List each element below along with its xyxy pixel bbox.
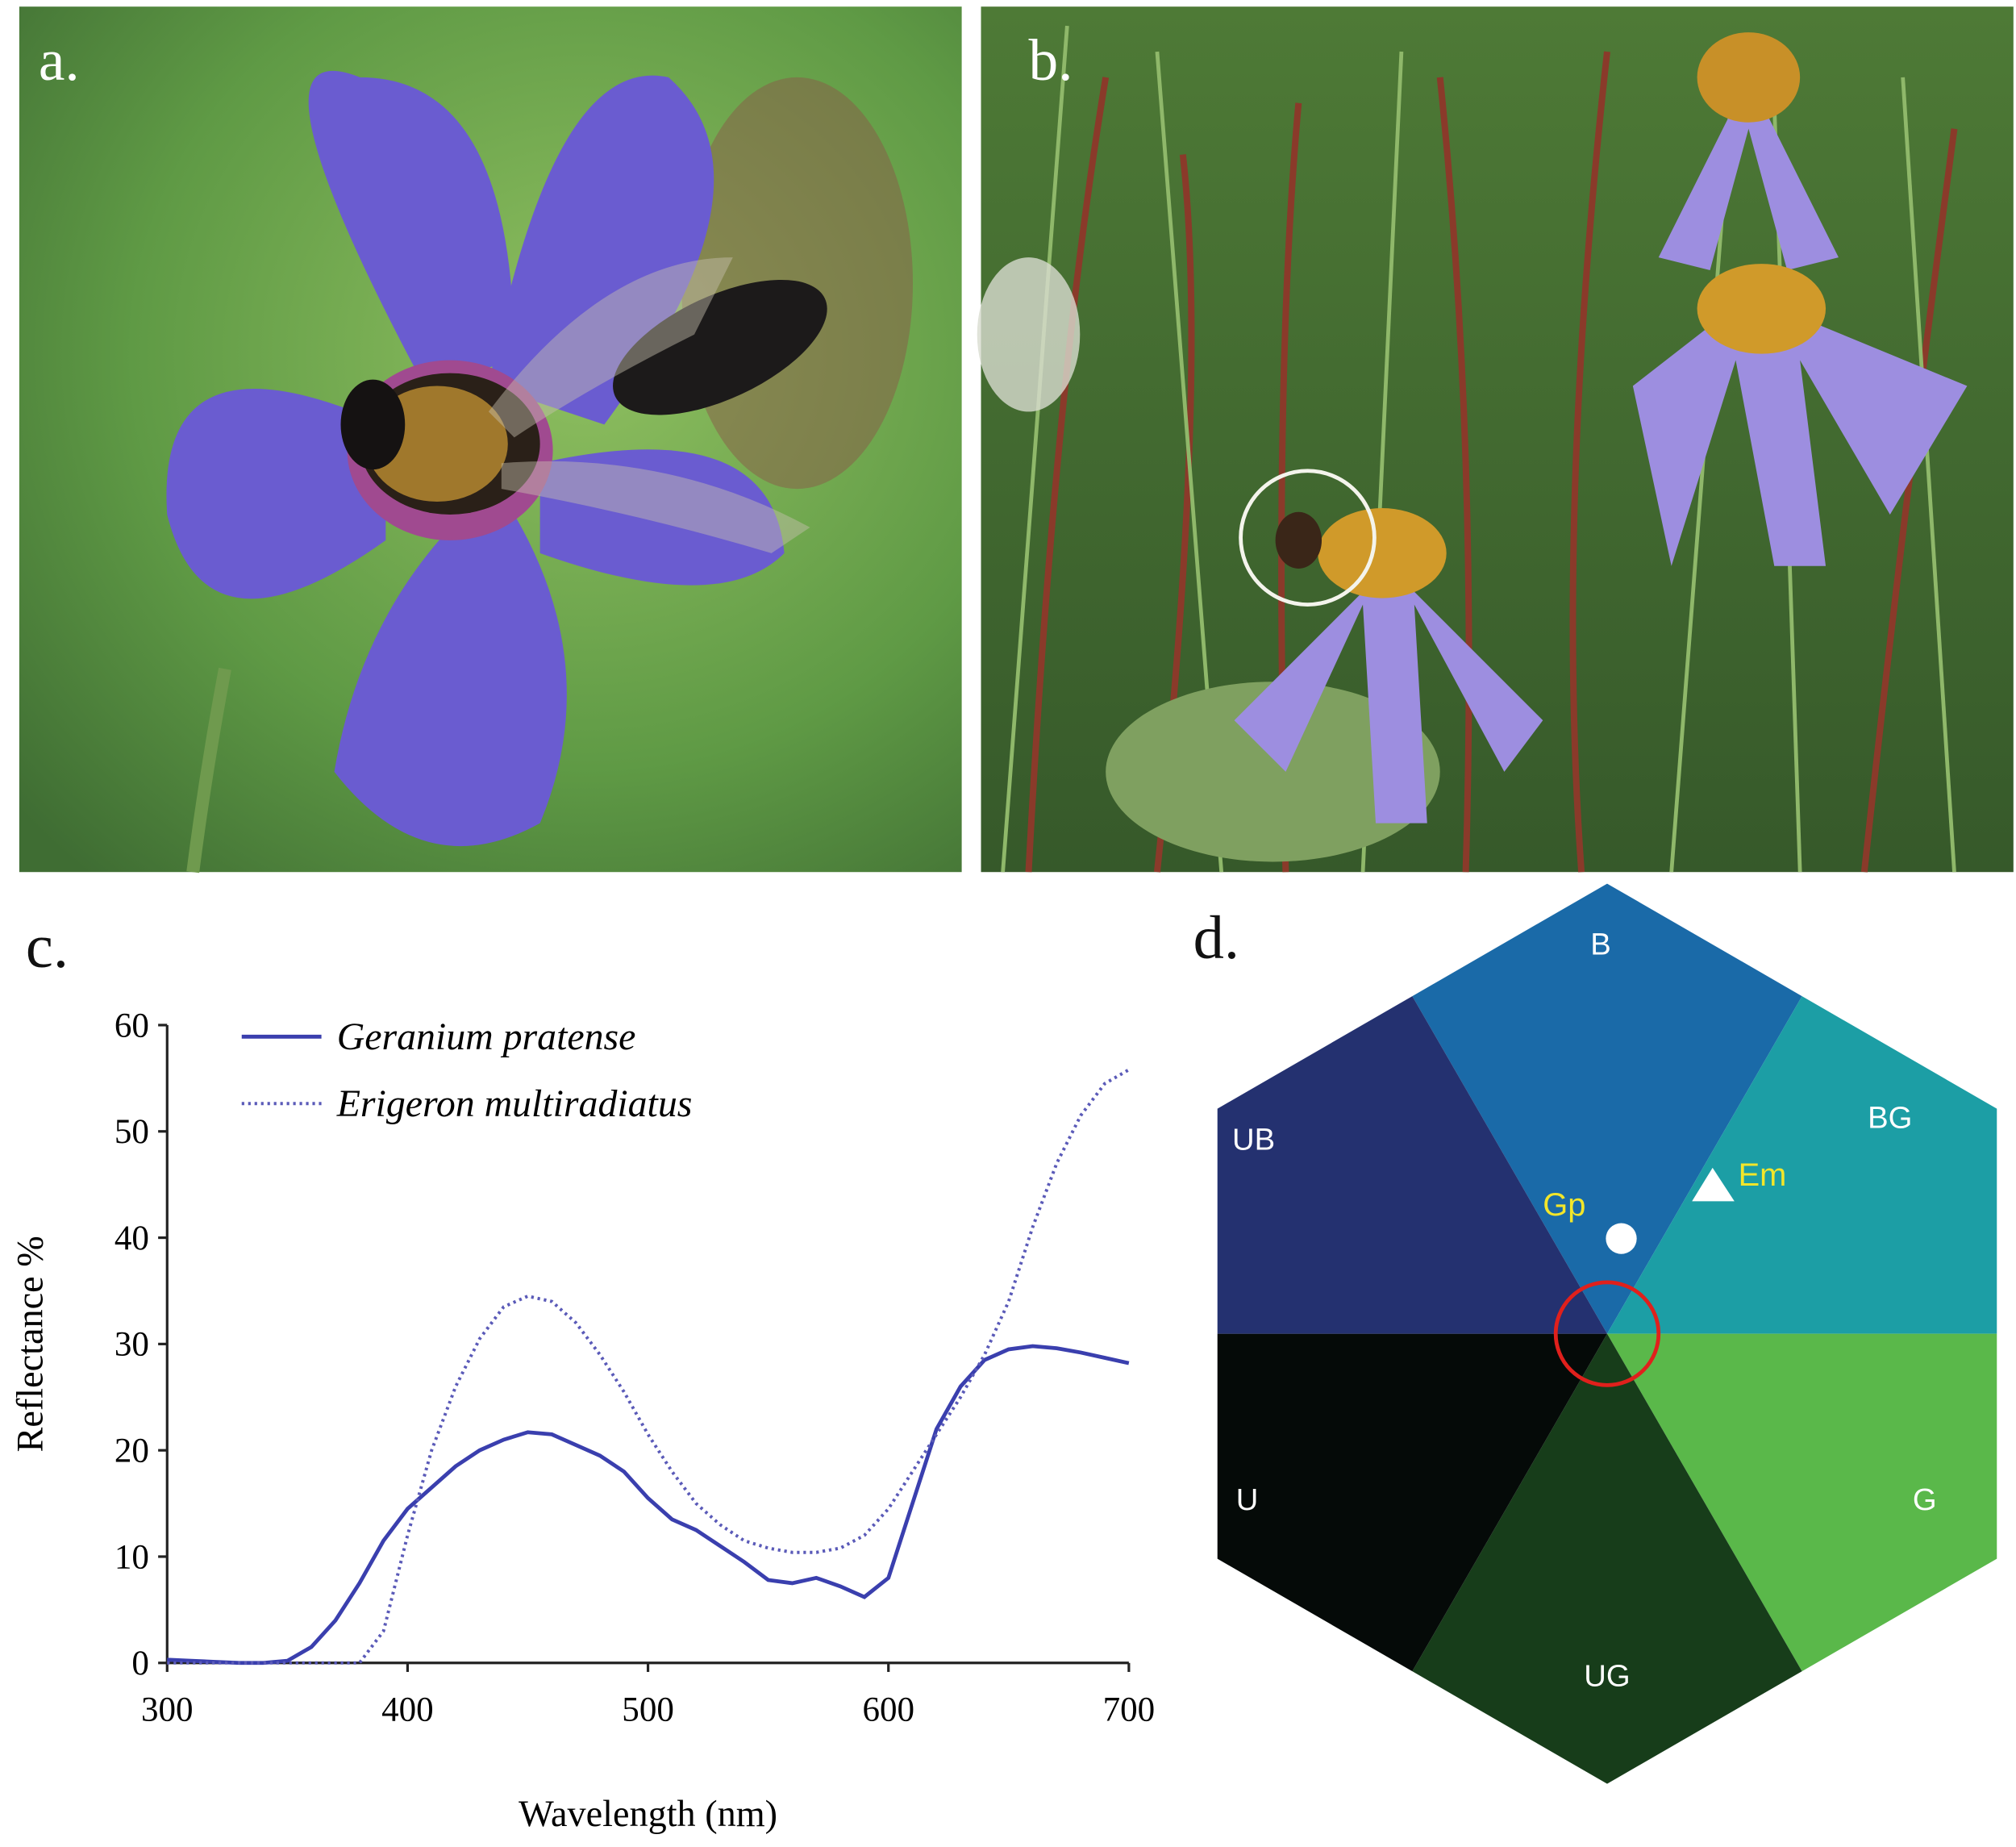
hex-region: [1412, 1333, 1802, 1784]
point-label: Gp: [1543, 1187, 1585, 1223]
region-label: G: [1913, 1482, 1937, 1517]
hex-region: [1606, 996, 1997, 1334]
legend-label: Erigeron multiradiatus: [336, 1082, 693, 1125]
photo-a: [19, 6, 962, 873]
region-label: BG: [1868, 1101, 1912, 1136]
hex-region: [1412, 883, 1802, 1334]
region-label: UB: [1232, 1123, 1275, 1157]
region-label: U: [1236, 1482, 1259, 1517]
panel-label: b.: [1029, 27, 1073, 93]
x-tick-label: 700: [1103, 1691, 1156, 1729]
panel-label: c.: [26, 912, 69, 981]
x-tick-label: 600: [862, 1691, 914, 1729]
x-tick-label: 400: [381, 1691, 434, 1729]
region-label: B: [1590, 927, 1611, 961]
y-tick-label: 60: [115, 1007, 149, 1044]
photo-b: [977, 6, 2014, 873]
legend-label: Geranium pratense: [337, 1015, 636, 1058]
y-axis-label: Reflectance %: [10, 1236, 51, 1452]
y-tick-label: 50: [115, 1113, 149, 1151]
x-tick-label: 500: [622, 1691, 674, 1729]
y-tick-label: 40: [115, 1220, 149, 1257]
series-line: [167, 1068, 1130, 1665]
point-label: Em: [1739, 1157, 1787, 1193]
color-hexagon: B BG G UG U UB Gp Em: [1217, 883, 1997, 1784]
hex-region: [1217, 1333, 1607, 1672]
region-label: UG: [1584, 1658, 1630, 1693]
series-line: [167, 1344, 1130, 1666]
point-marker: [1606, 1223, 1637, 1254]
y-tick-label: 10: [115, 1538, 149, 1576]
hex-region: [1606, 1333, 1997, 1672]
hex-region: [1217, 996, 1607, 1334]
point-marker: [1692, 1167, 1735, 1202]
chart: 0 10 20 30 40 50 60 300 400 500 600 700 Wavelength (…: [10, 1007, 1156, 1834]
origin-marker: [1553, 1280, 1661, 1387]
x-axis-label: Wavelength (nm): [519, 1793, 777, 1834]
panel-label: a.: [39, 27, 80, 93]
y-tick-label: 0: [131, 1645, 149, 1682]
panel-label: d.: [1193, 903, 1239, 972]
y-tick-label: 20: [115, 1432, 149, 1470]
y-tick-label: 30: [115, 1326, 149, 1364]
x-tick-label: 300: [141, 1691, 194, 1729]
